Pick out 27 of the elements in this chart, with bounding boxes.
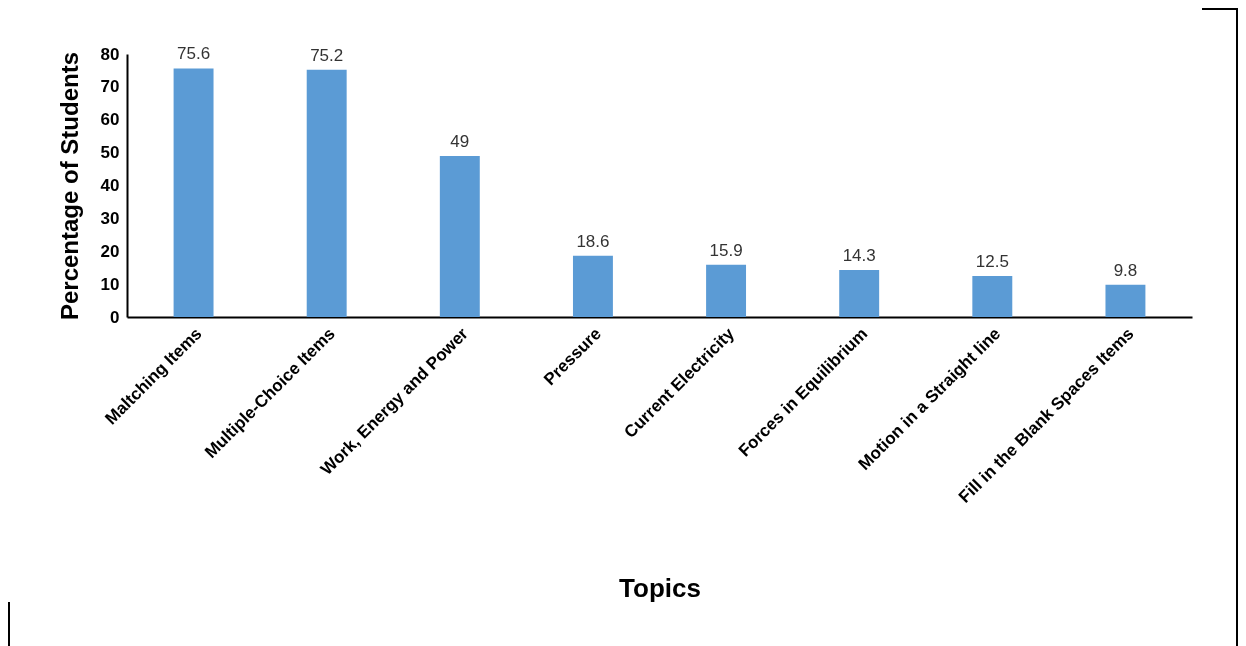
data-label: 49: [450, 131, 470, 151]
data-label: 15.9: [709, 240, 743, 260]
data-label: 75.6: [177, 44, 211, 64]
bar: [1105, 284, 1146, 317]
y-axis-title: Percentage of Students: [55, 51, 83, 321]
bar: [173, 68, 214, 317]
data-label: 75.2: [310, 45, 344, 65]
y-tick-label: 40: [100, 176, 120, 195]
y-tick-label: 0: [110, 307, 120, 327]
bar: [972, 275, 1013, 317]
y-tick-label: 30: [100, 208, 120, 228]
bar: [306, 69, 347, 317]
bar: [706, 264, 747, 317]
y-tick-label: 20: [100, 241, 120, 261]
y-tick-label: 70: [100, 77, 120, 97]
data-label: 9.8: [1113, 260, 1138, 280]
y-tick-label: 50: [100, 143, 120, 163]
data-label: 14.3: [842, 245, 876, 265]
bar: [439, 155, 480, 317]
bar: [572, 255, 613, 317]
x-axis-title: Topics: [619, 572, 701, 603]
bar: [839, 269, 880, 317]
y-tick-label: 80: [100, 44, 120, 64]
y-tick-label: 10: [100, 274, 120, 294]
data-label: 18.6: [576, 231, 610, 251]
data-label: 12.5: [975, 251, 1009, 271]
y-tick-label: 60: [100, 110, 120, 130]
